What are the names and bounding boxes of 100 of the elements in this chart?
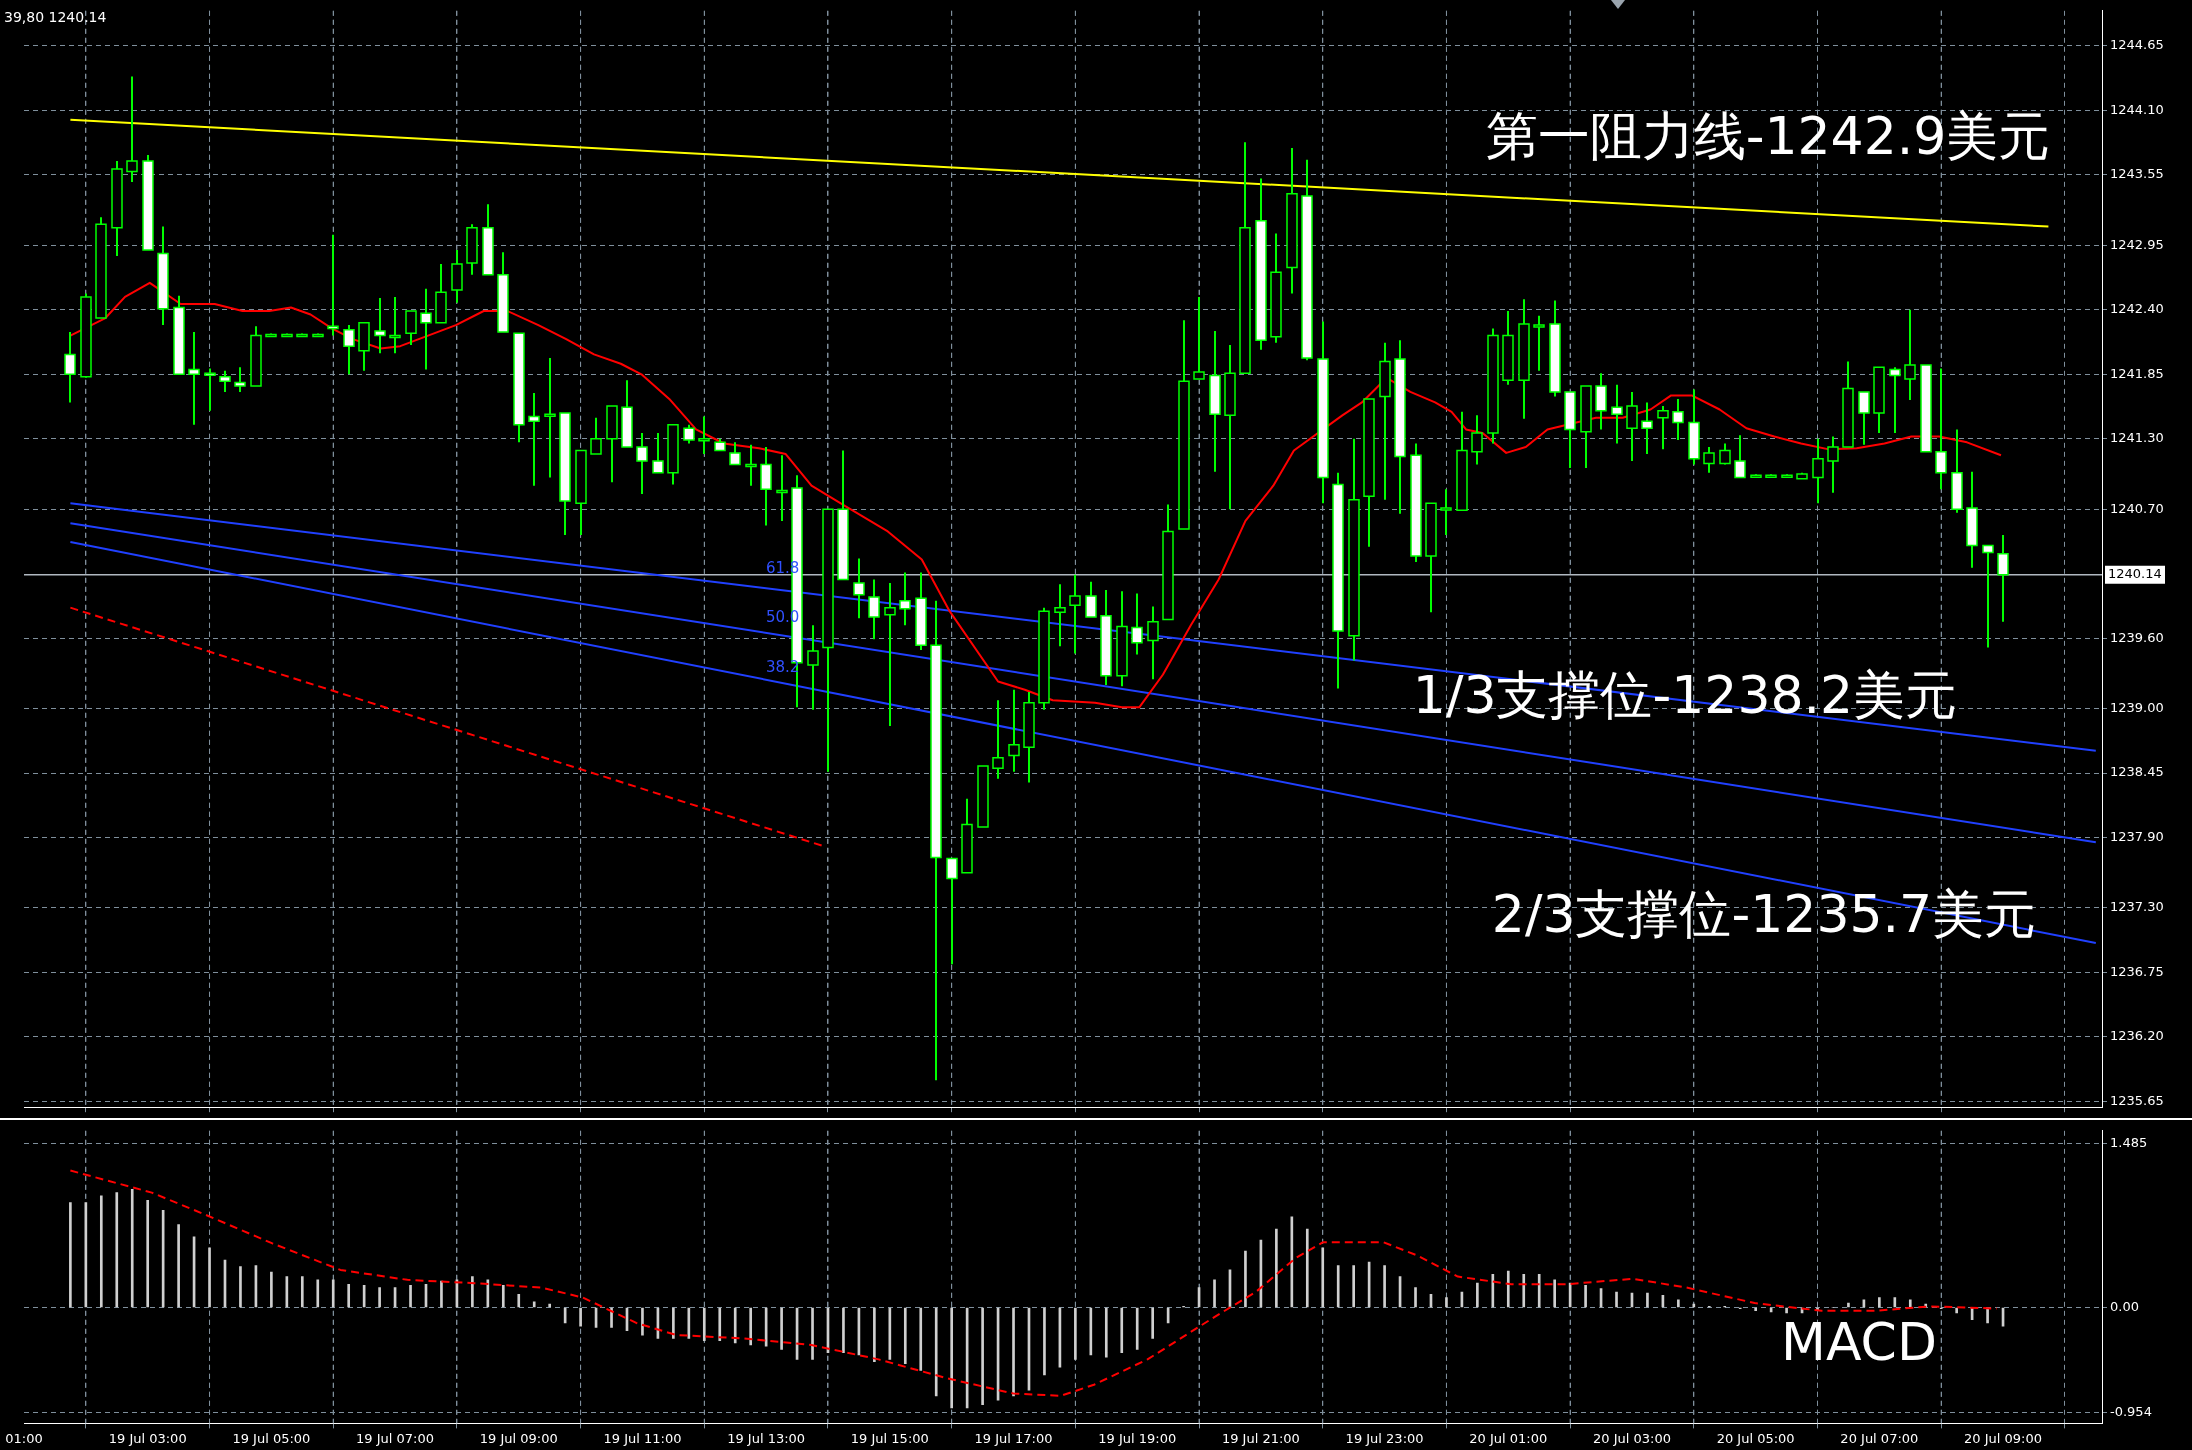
bar: [1615, 1291, 1618, 1308]
y-tick-label: 1241.30: [2110, 430, 2164, 446]
bar: [1506, 1270, 1510, 1308]
y-tick-label: 1242.40: [2110, 301, 2164, 317]
y-tick-label: 1244.65: [2110, 37, 2164, 53]
y-tick-label: 1238.45: [2110, 764, 2164, 780]
bar: [1584, 1285, 1587, 1308]
bar: [1537, 1274, 1541, 1308]
bar: [347, 1283, 351, 1308]
bar: [702, 1307, 706, 1341]
bar: [1522, 1274, 1526, 1308]
bar: [69, 1202, 72, 1308]
bar: [1908, 1299, 1912, 1308]
bar: [501, 1285, 505, 1308]
bar: [1043, 1307, 1046, 1376]
bar: [1336, 1265, 1340, 1308]
y-tick-label: 1.485: [2110, 1134, 2148, 1150]
bar: [378, 1287, 381, 1308]
x-tick-label: 20 Jul 07:00: [1840, 1430, 1919, 1446]
bar: [1785, 1307, 1788, 1314]
bar: [1553, 1279, 1556, 1308]
y-tick-label: 1244.10: [2110, 101, 2164, 117]
y-tick-label: 1237.90: [2110, 828, 2164, 844]
bar: [641, 1307, 644, 1336]
bar: [130, 1188, 134, 1308]
bar: [1244, 1250, 1247, 1308]
bar: [1677, 1299, 1680, 1308]
y-tick-label: 1241.85: [2110, 365, 2164, 381]
bar: [1074, 1307, 1077, 1360]
y-tick-label: 1243.55: [2110, 166, 2164, 182]
bar: [718, 1307, 722, 1341]
x-tick-label: 01:00: [5, 1430, 43, 1446]
x-tick-label: 20 Jul 03:00: [1592, 1430, 1671, 1446]
bar: [1321, 1247, 1325, 1308]
x-tick-label: 19 Jul 17:00: [974, 1430, 1053, 1446]
bar: [440, 1280, 443, 1308]
bar: [208, 1247, 211, 1308]
y-tick-label: 1236.75: [2110, 963, 2164, 979]
bar: [177, 1224, 180, 1308]
bar: [532, 1301, 536, 1308]
bar: [1305, 1228, 1309, 1308]
bar: [548, 1303, 552, 1308]
x-tick-label: 19 Jul 21:00: [1221, 1430, 1300, 1446]
x-tick-label: 19 Jul 07:00: [356, 1430, 435, 1446]
x-tick-label: 19 Jul 13:00: [727, 1430, 806, 1446]
bar: [1104, 1307, 1108, 1358]
x-tick-label: 19 Jul 23:00: [1345, 1430, 1424, 1446]
bar: [981, 1307, 984, 1405]
bar: [1414, 1287, 1417, 1308]
y-tick-label: 1235.65: [2110, 1092, 2164, 1108]
x-tick-label: 20 Jul 05:00: [1716, 1430, 1795, 1446]
bar: [1120, 1307, 1124, 1354]
bar: [873, 1307, 876, 1362]
bar: [811, 1307, 814, 1360]
x-tick-label: 19 Jul 09:00: [479, 1430, 558, 1446]
bar: [1986, 1307, 1989, 1324]
bar: [733, 1307, 737, 1344]
y-tick-label: 1240.70: [2110, 500, 2164, 516]
x-tick-label: 19 Jul 11:00: [603, 1430, 682, 1446]
x-tick-label: 20 Jul 01:00: [1469, 1430, 1548, 1446]
bar: [934, 1307, 938, 1397]
bar: [1445, 1297, 1448, 1308]
x-tick-label: 19 Jul 03:00: [108, 1430, 187, 1446]
annotation: MACD: [1781, 1311, 1937, 1372]
bar: [99, 1195, 103, 1308]
y-tick-label: 1237.30: [2110, 899, 2164, 915]
bar: [115, 1192, 119, 1308]
bar: [471, 1276, 474, 1308]
x-tick-label: 19 Jul 15:00: [850, 1430, 929, 1446]
bar: [1878, 1297, 1881, 1308]
bar: [1893, 1297, 1897, 1308]
bar: [239, 1266, 242, 1308]
ref-line-label: 1240.14: [2108, 566, 2162, 582]
bar: [517, 1293, 521, 1308]
bar: [672, 1307, 675, 1339]
annotation: 第一阻力线-1242.9美元: [1485, 105, 2051, 166]
bar: [1275, 1228, 1278, 1308]
bar: [1955, 1307, 1958, 1314]
bar: [1476, 1282, 1479, 1308]
bar: [1692, 1303, 1696, 1308]
bar: [749, 1307, 753, 1346]
bar: [409, 1285, 412, 1308]
bar: [1847, 1302, 1850, 1308]
bar: [919, 1307, 923, 1371]
bar: [1754, 1307, 1757, 1312]
x-tick-label: 19 Jul 19:00: [1098, 1430, 1177, 1446]
bar: [1012, 1307, 1015, 1397]
bar: [270, 1271, 273, 1308]
bar: [316, 1279, 320, 1308]
bar: [780, 1307, 783, 1350]
annotation: 39,80 1240.14: [4, 8, 107, 25]
bar: [1135, 1307, 1139, 1350]
bar: [579, 1307, 582, 1327]
y-tick-label: 1239.00: [2110, 699, 2164, 715]
bar: [842, 1307, 845, 1354]
x-tick-label: 20 Jul 09:00: [1964, 1430, 2043, 1446]
y-tick-label: -0.954: [2110, 1404, 2152, 1420]
bar: [1491, 1274, 1495, 1308]
bar: [1352, 1265, 1355, 1308]
bar: [146, 1200, 150, 1308]
